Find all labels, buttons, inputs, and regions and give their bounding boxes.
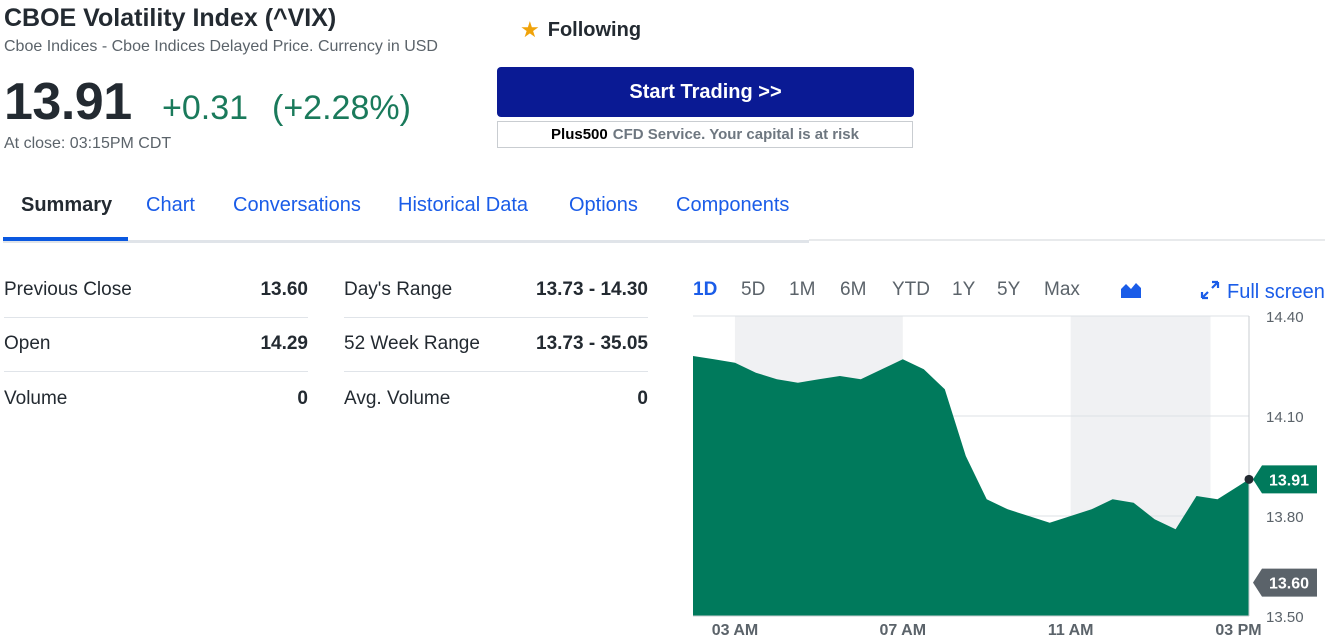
range-max[interactable]: Max (1044, 279, 1080, 300)
tab-components[interactable]: Components (676, 194, 790, 216)
disclaimer-brand: Plus500 (551, 126, 608, 143)
x-tick-label: 03 AM (712, 622, 759, 636)
stat-label: Previous Close (4, 279, 132, 300)
previous-close-badge (1253, 568, 1317, 597)
x-tick-label: 03 PM (1215, 622, 1261, 636)
active-tab-indicator (3, 237, 128, 241)
stat-row-open: Open 14.29 (4, 317, 308, 372)
stat-value: 0 (297, 388, 308, 409)
stat-label: Avg. Volume (344, 388, 451, 409)
tab-options[interactable]: Options (569, 194, 638, 216)
fullscreen-label: Full screen (1227, 281, 1325, 303)
tab-conversations[interactable]: Conversations (233, 194, 361, 216)
stat-value: 13.73 - 14.30 (536, 279, 648, 300)
area-chart-icon[interactable] (1120, 280, 1142, 305)
price-change: +0.31 (162, 89, 249, 127)
range-ytd[interactable]: YTD (892, 279, 930, 300)
stat-row-previous-close: Previous Close 13.60 (4, 263, 308, 318)
stat-value: 13.60 (260, 279, 308, 300)
page-title: CBOE Volatility Index (^VIX) (4, 4, 337, 32)
current-price: 13.91 (4, 73, 132, 131)
quote-nav-tabs: Summary Chart Conversations Historical D… (3, 186, 809, 243)
range-1y[interactable]: 1Y (952, 279, 976, 300)
tab-chart[interactable]: Chart (146, 194, 195, 216)
stat-label: 52 Week Range (344, 333, 480, 354)
fullscreen-button[interactable]: Full screen (1200, 280, 1325, 305)
stat-row-volume: Volume 0 (4, 372, 308, 426)
current-price-dot (1244, 474, 1254, 484)
range-5y[interactable]: 5Y (997, 279, 1021, 300)
y-tick-label: 14.10 (1266, 409, 1304, 426)
stat-value: 0 (637, 388, 648, 409)
range-6m[interactable]: 6M (840, 279, 867, 300)
current-price-badge (1253, 465, 1317, 494)
y-tick-label: 14.40 (1266, 310, 1304, 326)
stat-label: Day's Range (344, 279, 453, 300)
y-tick-label: 13.50 (1266, 609, 1304, 626)
tab-summary[interactable]: Summary (21, 194, 113, 216)
follow-button[interactable]: ★ Following (520, 18, 641, 42)
quote-subtitle: Cboe Indices - Cboe Indices Delayed Pric… (4, 38, 438, 55)
stat-row-days-range: Day's Range 13.73 - 14.30 (344, 263, 648, 318)
x-tick-label: 11 AM (1048, 622, 1094, 636)
star-icon: ★ (520, 17, 540, 42)
previous-close-label: 13.60 (1269, 576, 1309, 593)
range-1m[interactable]: 1M (789, 279, 816, 300)
stat-label: Open (4, 333, 51, 354)
stat-row-avg-volume: Avg. Volume 0 (344, 372, 648, 426)
range-1d[interactable]: 1D (693, 279, 718, 300)
ad-disclaimer: Plus500 CFD Service. Your capital is at … (497, 121, 913, 148)
price-chart[interactable]: 14.40 14.10 13.80 13.50 03 AM 07 AM 11 AM 03 PM… (690, 310, 1320, 636)
start-trading-button[interactable]: Start Trading >> (497, 67, 914, 117)
stat-value: 13.73 - 35.05 (536, 333, 648, 354)
market-close-time: At close: 03:15PM CDT (4, 135, 172, 152)
expand-icon (1200, 280, 1220, 305)
stat-row-52-week-range: 52 Week Range 13.73 - 35.05 (344, 317, 648, 372)
stat-label: Volume (4, 388, 68, 409)
price-area (693, 356, 1249, 616)
y-tick-label: 13.80 (1266, 509, 1304, 526)
disclaimer-text: CFD Service. Your capital is at risk (612, 126, 859, 143)
divider (809, 239, 1325, 241)
range-5d[interactable]: 5D (741, 279, 766, 300)
price-change-percent: (+2.28%) (272, 89, 411, 127)
tab-historical-data[interactable]: Historical Data (398, 194, 529, 216)
follow-label: Following (547, 18, 642, 41)
x-tick-label: 07 AM (880, 622, 927, 636)
stat-value: 14.29 (260, 333, 308, 354)
current-price-label: 13.91 (1269, 472, 1309, 489)
